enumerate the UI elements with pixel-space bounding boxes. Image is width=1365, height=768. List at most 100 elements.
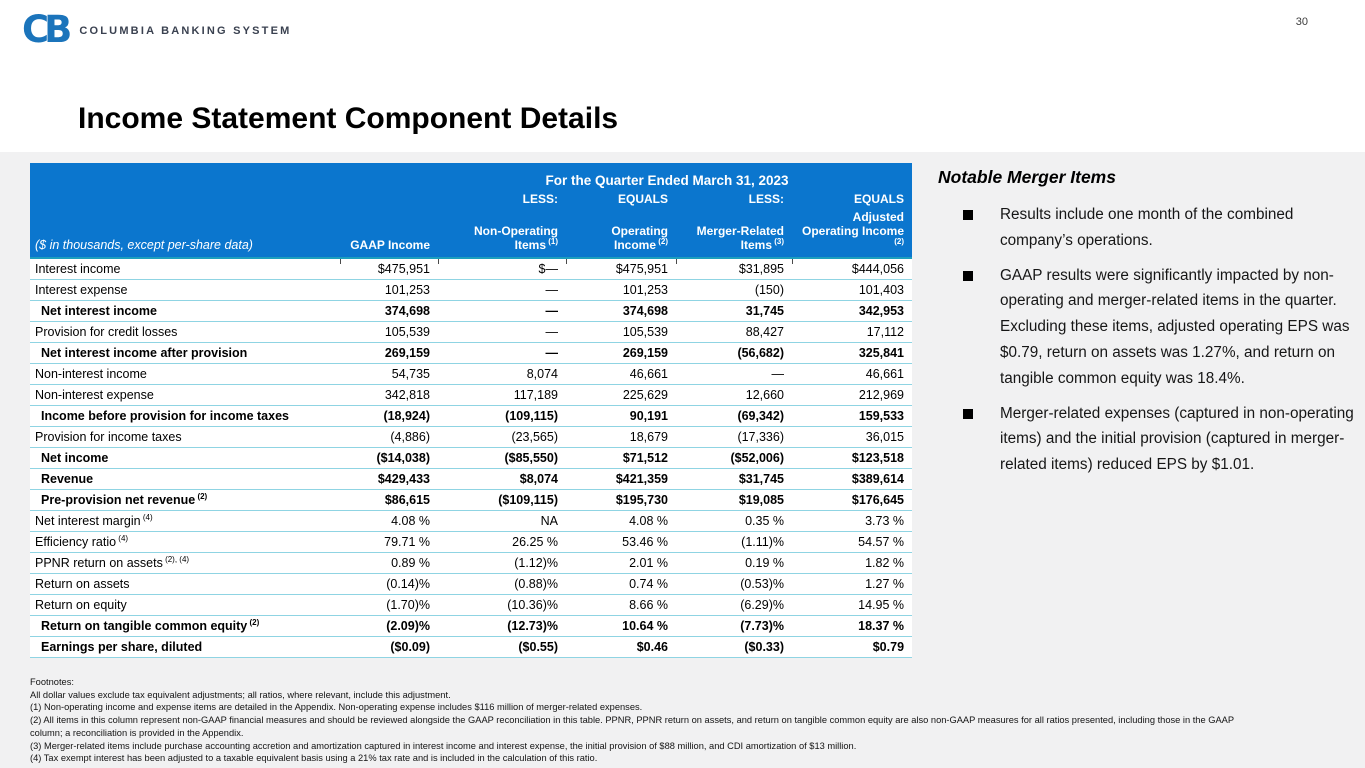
cell: 31,745 xyxy=(676,300,792,322)
cell: (0.88)% xyxy=(438,573,566,595)
cell: 8,074 xyxy=(438,363,566,385)
cell: 159,533 xyxy=(792,405,913,427)
period-header-row: For the Quarter Ended March 31, 2023 xyxy=(30,163,913,188)
row-label-caption: ($ in thousands, except per-share data) xyxy=(30,208,340,259)
header-spacer xyxy=(30,188,340,208)
table-row: Return on tangible common equity (2) (2.… xyxy=(30,615,913,637)
cell: (10.36)% xyxy=(438,594,566,616)
row-label: Income before provision for income taxes xyxy=(30,405,340,427)
cell: ($52,006) xyxy=(676,447,792,469)
bullet-list: Results include one month of the combine… xyxy=(938,202,1358,478)
bullet-text: Merger-related expenses (captured in non… xyxy=(1000,404,1354,474)
table-row: Net interest margin (4) 4.08 % NA 4.08 % 0.… xyxy=(30,510,913,532)
cell: $0.79 xyxy=(792,636,913,658)
column-header: Non-Operating Items (1) xyxy=(438,208,566,259)
cell: 90,191 xyxy=(566,405,676,427)
cell: 54,735 xyxy=(340,363,438,385)
cell: (17,336) xyxy=(676,426,792,448)
cell: (0.53)% xyxy=(676,573,792,595)
table-row: Return on equity (1.70)% (10.36)% 8.66 % (6… xyxy=(30,594,913,616)
cell: (1.12)% xyxy=(438,552,566,574)
cell: ($85,550) xyxy=(438,447,566,469)
cb-monogram-icon: CB xyxy=(22,7,72,52)
cell: NA xyxy=(438,510,566,532)
column-header: Adjusted Operating Income (2) xyxy=(792,208,913,259)
cell: (1.11)% xyxy=(676,531,792,553)
column-header: GAAP Income xyxy=(340,208,438,259)
cell: — xyxy=(438,342,566,364)
row-label: Net interest income xyxy=(30,300,340,322)
table-row: Interest income $475,951 $— $475,951 $31,89… xyxy=(30,257,913,280)
cell: (1.70)% xyxy=(340,594,438,616)
column-header-row: ($ in thousands, except per-share data) … xyxy=(30,208,913,259)
cell: 8.66 % xyxy=(566,594,676,616)
table-row: Return on assets (0.14)% (0.88)% 0.74 % (0.… xyxy=(30,573,913,595)
cell: 325,841 xyxy=(792,342,913,364)
notable-merger-items-panel: Notable Merger Items Results include one… xyxy=(938,167,1358,487)
cell: 14.95 % xyxy=(792,594,913,616)
square-bullet-icon xyxy=(963,408,973,419)
cell: $31,745 xyxy=(676,468,792,490)
cell: $421,359 xyxy=(566,468,676,490)
cell: 105,539 xyxy=(566,321,676,343)
cell: 374,698 xyxy=(340,300,438,322)
row-label: Provision for credit losses xyxy=(30,321,340,343)
cell: ($0.09) xyxy=(340,636,438,658)
table-row: Pre-provision net revenue (2) $86,615 ($1… xyxy=(30,489,913,511)
cell: 101,253 xyxy=(340,279,438,301)
sidebar-heading: Notable Merger Items xyxy=(938,167,1116,187)
cell: (23,565) xyxy=(438,426,566,448)
cell: ($0.33) xyxy=(676,636,792,658)
table-row: Income before provision for income taxes… xyxy=(30,405,913,427)
period-header: For the Quarter Ended March 31, 2023 xyxy=(340,163,913,188)
row-label: Revenue xyxy=(30,468,340,490)
cell: $0.46 xyxy=(566,636,676,658)
cell: 269,159 xyxy=(340,342,438,364)
cell: 1.82 % xyxy=(792,552,913,574)
cell: $8,074 xyxy=(438,468,566,490)
row-label: Non-interest income xyxy=(30,363,340,385)
table-row: Non-interest income 54,735 8,074 46,661—46… xyxy=(30,363,913,385)
list-item: GAAP results were significantly impacted… xyxy=(938,263,1358,392)
row-label: PPNR return on assets (2), (4) xyxy=(30,552,340,574)
operator-label: LESS: xyxy=(676,188,792,208)
cell: — xyxy=(438,279,566,301)
cell: — xyxy=(438,321,566,343)
cell: (69,342) xyxy=(676,405,792,427)
table-row: Interest expense 101,253—101,253 (150) 101… xyxy=(30,279,913,301)
cell: $195,730 xyxy=(566,489,676,511)
table-row: PPNR return on assets (2), (4) 0.89 % (1.… xyxy=(30,552,913,574)
cell: (4,886) xyxy=(340,426,438,448)
cell: 105,539 xyxy=(340,321,438,343)
table-row: Net income ($14,038) ($85,550) $71,512 ($52… xyxy=(30,447,913,469)
cell: 1.27 % xyxy=(792,573,913,595)
row-label: Pre-provision net revenue (2) xyxy=(30,489,340,511)
cell: 26.25 % xyxy=(438,531,566,553)
table-row: Non-interest expense 342,818 117,189 225,6… xyxy=(30,384,913,406)
company-name: COLUMBIA BANKING SYSTEM xyxy=(79,25,292,37)
cell: 117,189 xyxy=(438,384,566,406)
row-label: Interest expense xyxy=(30,279,340,301)
table-row: Net interest income after provision 269,… xyxy=(30,342,913,364)
footnotes: Footnotes: All dollar values exclude tax… xyxy=(30,676,1248,765)
row-label: Net income xyxy=(30,447,340,469)
cell: 10.64 % xyxy=(566,615,676,637)
table-row: Revenue $429,433 $8,074 $421,359 $31,745 $38… xyxy=(30,468,913,490)
cell: (18,924) xyxy=(340,405,438,427)
cell: 17,112 xyxy=(792,321,913,343)
cell: 0.19 % xyxy=(676,552,792,574)
cell: $475,951 xyxy=(340,257,438,280)
cell: 269,159 xyxy=(566,342,676,364)
cell: (150) xyxy=(676,279,792,301)
cell: 101,253 xyxy=(566,279,676,301)
cell: (109,115) xyxy=(438,405,566,427)
page-number: 30 xyxy=(1295,16,1308,28)
cell: ($109,115) xyxy=(438,489,566,511)
cell: (0.14)% xyxy=(340,573,438,595)
cell: 46,661 xyxy=(566,363,676,385)
company-logo: CB COLUMBIA BANKING SYSTEM xyxy=(22,7,292,52)
row-label: Net interest income after provision xyxy=(30,342,340,364)
cell: 54.57 % xyxy=(792,531,913,553)
cell: $123,518 xyxy=(792,447,913,469)
cell: 36,015 xyxy=(792,426,913,448)
